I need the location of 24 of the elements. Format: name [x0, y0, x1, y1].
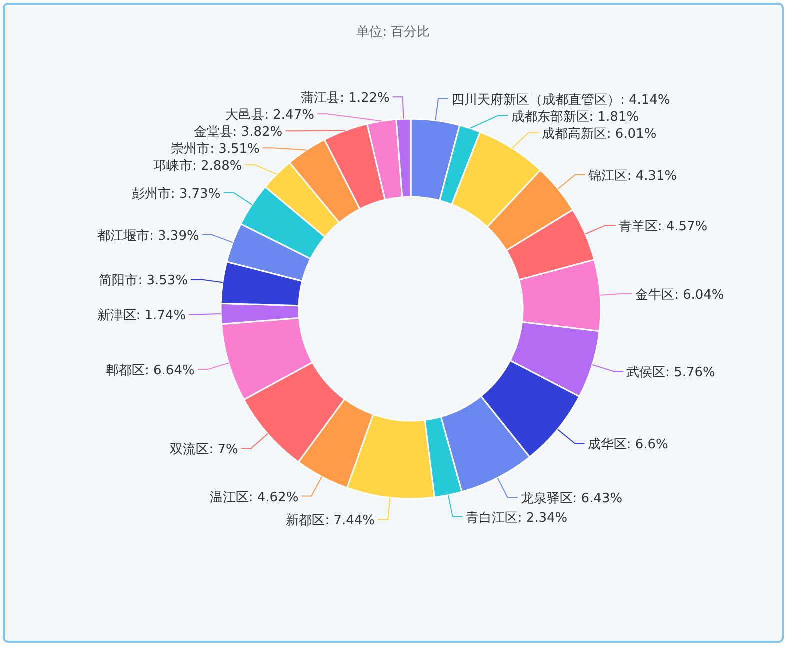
slice-label: 武侯区: 5.76% [626, 365, 716, 380]
slice-label: 大邑县: 2.47% [226, 108, 314, 124]
slice-label: 郫都区: 6.64% [106, 364, 195, 379]
chart-title: 单位: 百分比 [356, 25, 430, 40]
slice-label: 青羊区: 4.57% [618, 219, 708, 234]
slice-label: 简阳市: 3.53% [99, 274, 188, 289]
slice-label: 都江堰市: 3.39% [98, 229, 200, 244]
slice-label: 蒲江县: 1.22% [301, 91, 390, 106]
slice-label: 成都高新区: 6.01% [542, 126, 657, 142]
slice-label: 青白江区: 2.34% [466, 510, 568, 526]
slice-label: 锦江区: 4.31% [587, 169, 678, 184]
slice-label: 崇州市: 3.51% [171, 142, 260, 158]
slice-label: 成都东部新区: 1.81% [511, 110, 640, 125]
slice-label: 新都区: 7.44% [286, 514, 375, 529]
slice-label: 温江区: 4.62% [210, 490, 299, 506]
slice-label: 彭州市: 3.73% [132, 186, 221, 202]
slice-label: 邛崃市: 2.88% [153, 159, 242, 174]
slice-label: 双流区: 7% [170, 441, 238, 458]
slice-label: 成华区: 6.6% [588, 438, 668, 453]
slice-label: 新津区: 1.74% [97, 308, 186, 324]
slice-label: 金堂县: 3.82% [194, 125, 283, 140]
slice-label: 四川天府新区（成都直管区）: 4.14% [451, 92, 670, 108]
slice-label: 金牛区: 6.04% [635, 288, 724, 303]
slice-label: 龙泉驿区: 6.43% [520, 492, 623, 507]
